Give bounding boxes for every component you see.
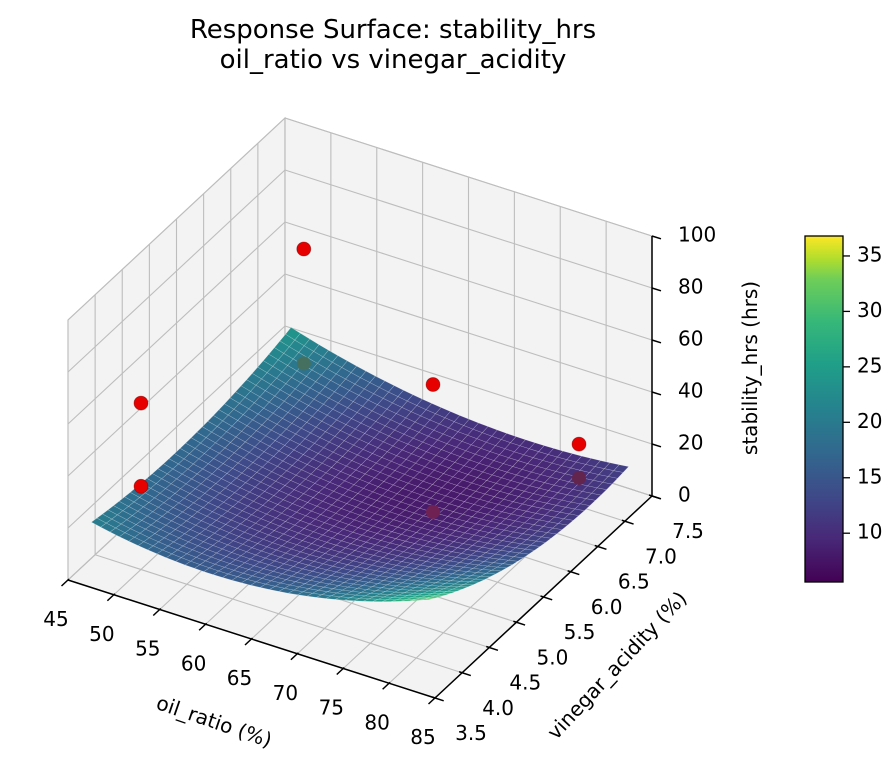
y-tick-label: 6.5 (618, 570, 650, 594)
y-tick-label: 7.0 (645, 544, 677, 568)
y-tick-label: 5.0 (536, 645, 568, 669)
z-tick-label: 40 (678, 379, 703, 403)
x-tick-label: 75 (319, 696, 344, 720)
scatter-point-occluded (426, 504, 440, 519)
x-tick-label: 60 (181, 651, 206, 675)
z-tick-label: 60 (678, 327, 703, 351)
colorbar-tick-label: 25 (857, 353, 882, 377)
y-tick-label: 3.5 (455, 721, 487, 745)
colorbar-tick-label: 20 (857, 409, 882, 433)
x-tick-label: 65 (227, 666, 252, 690)
colorbar-tick-label: 10 (857, 520, 882, 544)
z-axis-label: stability_hrs (hrs) (738, 281, 762, 455)
x-tick-label: 50 (89, 622, 114, 646)
z-tick-label: 20 (678, 431, 703, 455)
surface-mesh (91, 327, 629, 602)
x-tick-label: 45 (43, 607, 68, 631)
colorbar-tick-label: 15 (857, 464, 882, 488)
chart-title-line1: Response Surface: stability_hrs (190, 15, 596, 45)
scatter-point (296, 241, 312, 257)
x-tick-label: 80 (364, 710, 389, 734)
scatter-points (133, 241, 587, 519)
y-tick-label: 4.5 (509, 671, 541, 695)
x-tick-label: 85 (410, 725, 435, 749)
z-tick-label: 100 (678, 223, 716, 247)
y-tick-label: 6.0 (591, 595, 623, 619)
chart-title-line2: oil_ratio vs vinegar_acidity (220, 45, 567, 75)
scatter-point (425, 377, 441, 392)
scatter-point (133, 478, 149, 494)
x-axis-label: oil_ratio (%) (153, 690, 275, 752)
scatter-point (571, 436, 587, 452)
x-tick-label: 55 (135, 637, 160, 661)
z-tick-label: 0 (678, 483, 691, 507)
scatter-point (133, 395, 149, 411)
colorbar-tick-label: 30 (857, 298, 882, 322)
y-tick-label: 4.0 (482, 696, 514, 720)
z-tick-label: 80 (678, 275, 703, 299)
colorbar-tick-label: 35 (857, 242, 882, 266)
x-tick-label: 70 (273, 681, 298, 705)
scatter-point-occluded (572, 470, 586, 485)
y-tick-label: 7.5 (672, 519, 704, 543)
scatter-point-occluded (296, 356, 311, 371)
colorbar-gradient (804, 235, 844, 583)
y-tick-label: 5.5 (564, 620, 596, 644)
colorbar: 10 15 20 25 30 35 (804, 235, 882, 583)
